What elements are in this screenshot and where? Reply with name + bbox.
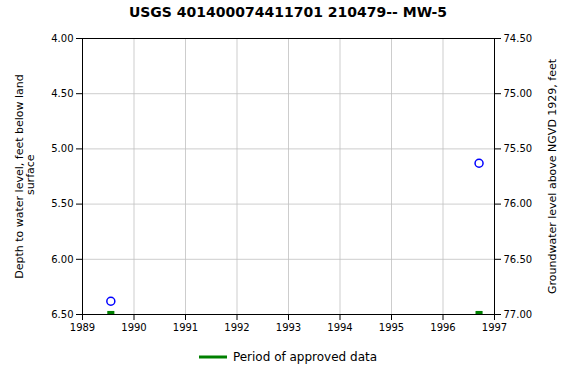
svg-text:75.50: 75.50 <box>504 143 533 154</box>
svg-text:6.50: 6.50 <box>51 309 73 320</box>
svg-text:5.00: 5.00 <box>51 143 73 154</box>
svg-text:1995: 1995 <box>379 322 404 333</box>
svg-text:1993: 1993 <box>276 322 301 333</box>
svg-text:1997: 1997 <box>482 322 507 333</box>
svg-text:1992: 1992 <box>224 322 249 333</box>
svg-text:4.50: 4.50 <box>51 88 73 99</box>
svg-text:76.00: 76.00 <box>504 198 533 209</box>
svg-text:77.00: 77.00 <box>504 309 533 320</box>
svg-text:1994: 1994 <box>327 322 352 333</box>
svg-text:6.00: 6.00 <box>51 254 73 265</box>
svg-text:76.50: 76.50 <box>504 254 533 265</box>
html-text:Period of approved data: Period of approved data <box>232 350 378 364</box>
svg-text:1996: 1996 <box>430 322 455 333</box>
svg-text:1989: 1989 <box>70 322 95 333</box>
svg-text:74.50: 74.50 <box>504 33 533 44</box>
svg-text:75.00: 75.00 <box>504 88 533 99</box>
svg-text:Depth to water level, feet bel: Depth to water level, feet below land su… <box>13 74 37 279</box>
svg-text:4.00: 4.00 <box>51 33 73 44</box>
html-text:USGS 401400074411701 210479--: USGS 401400074411701 210479-- MW-5 <box>128 4 448 20</box>
svg-text:1990: 1990 <box>121 322 146 333</box>
svg-text:Groundwater level above NGVD 1: Groundwater level above NGVD 1929, feet <box>546 58 559 294</box>
svg-text:5.50: 5.50 <box>51 198 73 209</box>
svg-text:1991: 1991 <box>173 322 198 333</box>
